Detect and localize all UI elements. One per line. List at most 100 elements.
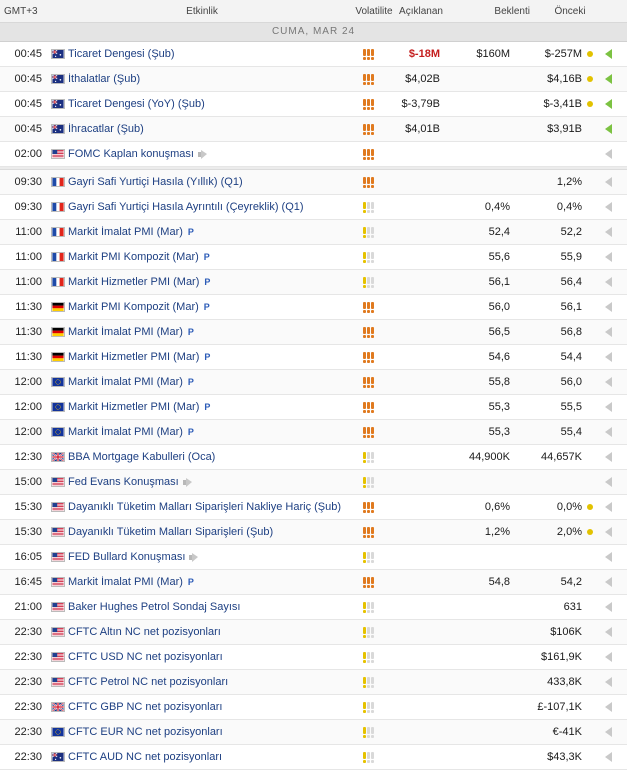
- expand-arrow-icon[interactable]: [604, 577, 612, 587]
- event-name[interactable]: Markit Hizmetler PMI (Mar): [68, 401, 200, 413]
- expand-arrow-icon[interactable]: [604, 752, 612, 762]
- expand-arrow-icon[interactable]: [604, 49, 612, 59]
- expand-arrow-icon[interactable]: [604, 602, 612, 612]
- event-name-cell[interactable]: CFTC AUD NC net pozisyonları: [68, 751, 354, 763]
- expand-arrow-icon[interactable]: [604, 149, 612, 159]
- event-row[interactable]: 11:30 Markit PMI Kompozit (Mar) P 56,0 5…: [0, 295, 627, 320]
- expand-cell[interactable]: [598, 452, 618, 462]
- event-name[interactable]: FOMC Kaplan konuşması: [68, 148, 194, 160]
- event-name-cell[interactable]: Markit İmalat PMI (Mar) P: [68, 226, 354, 238]
- event-name-cell[interactable]: Markit PMI Kompozit (Mar) P: [68, 301, 354, 313]
- event-name-cell[interactable]: Markit İmalat PMI (Mar) P: [68, 326, 354, 338]
- event-row[interactable]: 02:00 FOMC Kaplan konuşması: [0, 142, 627, 167]
- event-name-cell[interactable]: CFTC Altın NC net pozisyonları: [68, 626, 354, 638]
- event-name-cell[interactable]: CFTC GBP NC net pozisyonları: [68, 701, 354, 713]
- event-row[interactable]: 15:30 Dayanıklı Tüketim Malları Siparişl…: [0, 495, 627, 520]
- expand-cell[interactable]: [598, 74, 618, 84]
- expand-cell[interactable]: [598, 302, 618, 312]
- expand-arrow-icon[interactable]: [604, 477, 612, 487]
- event-name[interactable]: CFTC EUR NC net pozisyonları: [68, 726, 223, 738]
- expand-cell[interactable]: [598, 377, 618, 387]
- event-name[interactable]: Markit Hizmetler PMI (Mar): [68, 276, 200, 288]
- expand-cell[interactable]: [598, 502, 618, 512]
- event-row[interactable]: 12:00 Markit Hizmetler PMI (Mar) P 55,3 …: [0, 395, 627, 420]
- expand-arrow-icon[interactable]: [604, 202, 612, 212]
- event-name-cell[interactable]: Markit PMI Kompozit (Mar) P: [68, 251, 354, 263]
- event-row[interactable]: 11:00 Markit PMI Kompozit (Mar) P 55,6 5…: [0, 245, 627, 270]
- event-name[interactable]: Baker Hughes Petrol Sondaj Sayısı: [68, 601, 241, 613]
- event-row[interactable]: 22:30 CFTC GBP NC net pozisyonları £-107…: [0, 695, 627, 720]
- expand-arrow-icon[interactable]: [604, 627, 612, 637]
- event-name[interactable]: Gayri Safi Yurtiçi Hasıla Ayrıntılı (Çey…: [68, 201, 304, 213]
- expand-cell[interactable]: [598, 149, 618, 159]
- expand-arrow-icon[interactable]: [604, 502, 612, 512]
- event-name-cell[interactable]: Markit Hizmetler PMI (Mar) P: [68, 351, 354, 363]
- event-name-cell[interactable]: Gayri Safi Yurtiçi Hasıla (Yıllık) (Q1): [68, 176, 354, 188]
- event-row[interactable]: 09:30 Gayri Safi Yurtiçi Hasıla Ayrıntıl…: [0, 195, 627, 220]
- event-row[interactable]: 22:30 CFTC USD NC net pozisyonları $161,…: [0, 645, 627, 670]
- event-name[interactable]: Dayanıklı Tüketim Malları Siparişleri (Ş…: [68, 526, 274, 538]
- event-row[interactable]: 11:00 Markit İmalat PMI (Mar) P 52,4 52,…: [0, 220, 627, 245]
- event-name-cell[interactable]: Markit Hizmetler PMI (Mar) P: [68, 401, 354, 413]
- expand-arrow-icon[interactable]: [604, 327, 612, 337]
- expand-arrow-icon[interactable]: [604, 677, 612, 687]
- expand-cell[interactable]: [598, 124, 618, 134]
- expand-arrow-icon[interactable]: [604, 252, 612, 262]
- event-name[interactable]: FED Bullard Konuşması: [68, 551, 186, 563]
- expand-arrow-icon[interactable]: [604, 702, 612, 712]
- event-row[interactable]: 15:30 Dayanıklı Tüketim Malları Siparişl…: [0, 520, 627, 545]
- event-name[interactable]: Markit İmalat PMI (Mar): [68, 426, 183, 438]
- event-name-cell[interactable]: İthalatlar (Şub): [68, 73, 354, 85]
- event-row[interactable]: 22:30 CFTC Altın NC net pozisyonları $10…: [0, 620, 627, 645]
- event-name[interactable]: Fed Evans Konuşması: [68, 476, 179, 488]
- expand-arrow-icon[interactable]: [604, 277, 612, 287]
- timezone-header[interactable]: GMT+3: [4, 5, 38, 17]
- event-name-cell[interactable]: FED Bullard Konuşması: [68, 551, 354, 563]
- expand-cell[interactable]: [598, 277, 618, 287]
- expand-cell[interactable]: [598, 552, 618, 562]
- event-name[interactable]: CFTC GBP NC net pozisyonları: [68, 701, 223, 713]
- expand-cell[interactable]: [598, 352, 618, 362]
- expand-cell[interactable]: [598, 677, 618, 687]
- event-name-cell[interactable]: CFTC EUR NC net pozisyonları: [68, 726, 354, 738]
- expand-cell[interactable]: [598, 477, 618, 487]
- expand-arrow-icon[interactable]: [604, 427, 612, 437]
- event-name-cell[interactable]: Markit İmalat PMI (Mar) P: [68, 426, 354, 438]
- event-row[interactable]: 00:45 İthalatlar (Şub) $4,02B $4,16B: [0, 67, 627, 92]
- event-name-cell[interactable]: Dayanıklı Tüketim Malları Siparişleri (Ş…: [68, 526, 354, 538]
- expand-cell[interactable]: [598, 427, 618, 437]
- event-name-cell[interactable]: Baker Hughes Petrol Sondaj Sayısı: [68, 601, 354, 613]
- event-name[interactable]: Ticaret Dengesi (YoY) (Şub): [68, 98, 205, 110]
- event-row[interactable]: 00:45 İhracatlar (Şub) $4,01B $3,91B: [0, 117, 627, 142]
- expand-arrow-icon[interactable]: [604, 352, 612, 362]
- event-row[interactable]: 16:45 Markit İmalat PMI (Mar) P 54,8 54,…: [0, 570, 627, 595]
- expand-cell[interactable]: [598, 627, 618, 637]
- expand-arrow-icon[interactable]: [604, 377, 612, 387]
- event-name-cell[interactable]: Markit İmalat PMI (Mar) P: [68, 376, 354, 388]
- expand-arrow-icon[interactable]: [604, 402, 612, 412]
- event-name-cell[interactable]: BBA Mortgage Kabulleri (Oca): [68, 451, 354, 463]
- event-name-cell[interactable]: Ticaret Dengesi (Şub): [68, 48, 354, 60]
- expand-cell[interactable]: [598, 402, 618, 412]
- event-name[interactable]: Markit PMI Kompozit (Mar): [68, 301, 199, 313]
- event-row[interactable]: 12:00 Markit İmalat PMI (Mar) P 55,3 55,…: [0, 420, 627, 445]
- expand-cell[interactable]: [598, 577, 618, 587]
- expand-arrow-icon[interactable]: [604, 124, 612, 134]
- event-row[interactable]: 21:00 Baker Hughes Petrol Sondaj Sayısı …: [0, 595, 627, 620]
- event-name-cell[interactable]: CFTC Petrol NC net pozisyonları: [68, 676, 354, 688]
- event-row[interactable]: 16:05 FED Bullard Konuşması: [0, 545, 627, 570]
- event-row[interactable]: 15:00 Fed Evans Konuşması: [0, 470, 627, 495]
- expand-arrow-icon[interactable]: [604, 652, 612, 662]
- expand-arrow-icon[interactable]: [604, 99, 612, 109]
- expand-arrow-icon[interactable]: [604, 227, 612, 237]
- event-name[interactable]: CFTC AUD NC net pozisyonları: [68, 751, 223, 763]
- event-name[interactable]: İhracatlar (Şub): [68, 123, 144, 135]
- event-row[interactable]: 11:30 Markit İmalat PMI (Mar) P 56,5 56,…: [0, 320, 627, 345]
- expand-arrow-icon[interactable]: [604, 177, 612, 187]
- event-name[interactable]: BBA Mortgage Kabulleri (Oca): [68, 451, 216, 463]
- event-name-cell[interactable]: Dayanıklı Tüketim Malları Siparişleri Na…: [68, 501, 354, 513]
- event-row[interactable]: 11:00 Markit Hizmetler PMI (Mar) P 56,1 …: [0, 270, 627, 295]
- event-name[interactable]: Dayanıklı Tüketim Malları Siparişleri Na…: [68, 501, 342, 513]
- expand-cell[interactable]: [598, 252, 618, 262]
- expand-cell[interactable]: [598, 99, 618, 109]
